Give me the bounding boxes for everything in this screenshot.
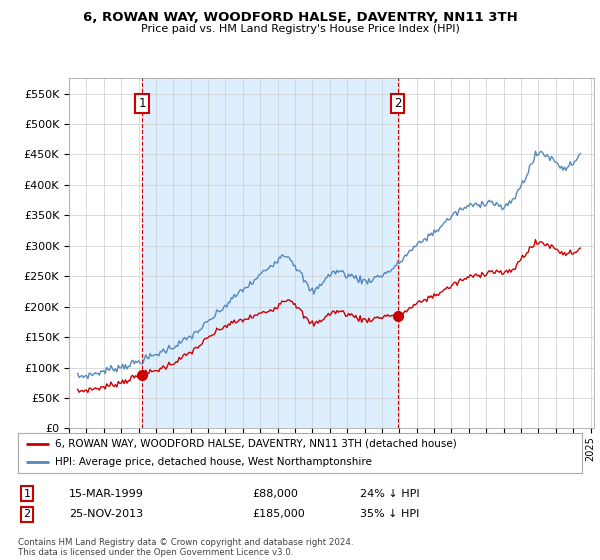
Text: 2: 2: [394, 97, 401, 110]
Bar: [142, 78, 398, 428]
Text: Price paid vs. HM Land Registry's House Price Index (HPI): Price paid vs. HM Land Registry's House …: [140, 24, 460, 34]
Text: 1: 1: [23, 489, 31, 499]
Text: 25-NOV-2013: 25-NOV-2013: [69, 509, 143, 519]
Text: 6, ROWAN WAY, WOODFORD HALSE, DAVENTRY, NN11 3TH: 6, ROWAN WAY, WOODFORD HALSE, DAVENTRY, …: [83, 11, 517, 24]
Text: 35% ↓ HPI: 35% ↓ HPI: [360, 509, 419, 519]
Text: Contains HM Land Registry data © Crown copyright and database right 2024.
This d: Contains HM Land Registry data © Crown c…: [18, 538, 353, 557]
Text: £88,000: £88,000: [252, 489, 298, 499]
Text: 15-MAR-1999: 15-MAR-1999: [69, 489, 144, 499]
Text: 24% ↓ HPI: 24% ↓ HPI: [360, 489, 419, 499]
Text: 2: 2: [23, 509, 31, 519]
Text: 6, ROWAN WAY, WOODFORD HALSE, DAVENTRY, NN11 3TH (detached house): 6, ROWAN WAY, WOODFORD HALSE, DAVENTRY, …: [55, 439, 457, 449]
Text: 1: 1: [139, 97, 146, 110]
Text: HPI: Average price, detached house, West Northamptonshire: HPI: Average price, detached house, West…: [55, 458, 371, 467]
Text: £185,000: £185,000: [252, 509, 305, 519]
